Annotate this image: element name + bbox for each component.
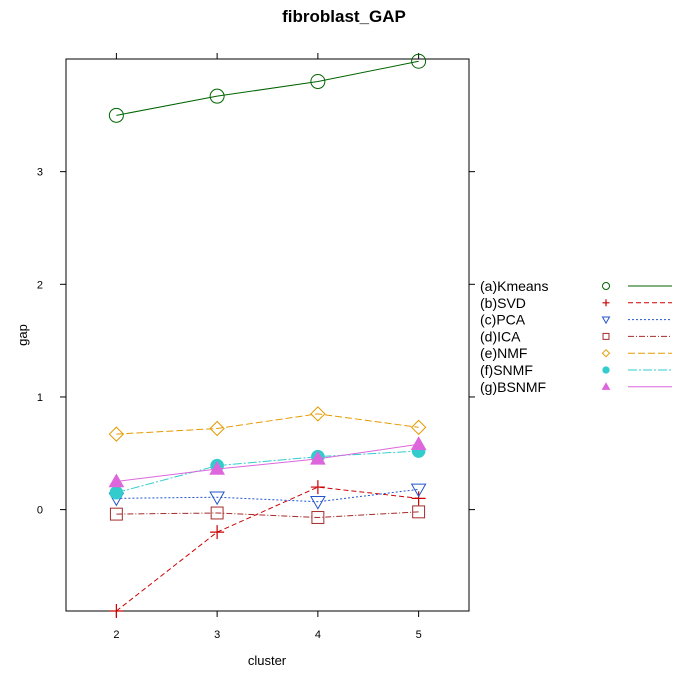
legend-label: (g)BSNMF bbox=[480, 379, 546, 395]
data-point bbox=[210, 506, 224, 520]
data-point bbox=[108, 473, 125, 488]
legend-marker bbox=[602, 299, 610, 307]
axes: 2 3 4 5 0 1 2 3 bbox=[37, 53, 475, 641]
data-point bbox=[310, 495, 326, 510]
y-tick-label: 2 bbox=[37, 279, 43, 291]
series-line bbox=[116, 488, 419, 503]
legend-label: (c)PCA bbox=[480, 312, 526, 328]
legend-marker bbox=[602, 366, 610, 374]
series-gbsnmf bbox=[108, 436, 427, 488]
series-line bbox=[116, 450, 419, 494]
data-point bbox=[209, 491, 225, 506]
data-point bbox=[412, 505, 426, 519]
data-point bbox=[410, 419, 427, 436]
legend-label: (e)NMF bbox=[480, 345, 527, 361]
legend-label: (b)SVD bbox=[480, 295, 526, 311]
legend-label: (f)SNMF bbox=[480, 362, 533, 378]
series-line bbox=[116, 486, 419, 612]
series-group bbox=[108, 53, 427, 618]
chart-title: fibroblast_GAP bbox=[282, 7, 406, 26]
series-line bbox=[116, 413, 419, 435]
data-point bbox=[411, 53, 427, 69]
data-point bbox=[108, 107, 124, 123]
plot-frame bbox=[65, 58, 470, 612]
data-point bbox=[310, 450, 326, 465]
y-tick-label: 1 bbox=[37, 392, 43, 404]
series-cpca bbox=[108, 483, 427, 510]
y-axis-label: gap bbox=[15, 324, 30, 346]
x-tick-label: 5 bbox=[416, 629, 422, 641]
series-enmf bbox=[108, 406, 427, 442]
x-tick-label: 2 bbox=[113, 629, 119, 641]
data-point bbox=[109, 507, 123, 521]
data-point bbox=[411, 491, 426, 506]
series-akmeans bbox=[108, 53, 427, 123]
legend-label: (a)Kmeans bbox=[480, 278, 548, 294]
series-dica bbox=[109, 505, 426, 524]
data-point bbox=[210, 525, 225, 540]
x-tick-label: 4 bbox=[315, 629, 321, 641]
x-axis-label: cluster bbox=[248, 653, 287, 668]
x-tick-label: 3 bbox=[214, 629, 220, 641]
data-point bbox=[209, 461, 225, 475]
data-point bbox=[410, 436, 427, 451]
legend-marker bbox=[602, 282, 610, 290]
y-tick-label: 3 bbox=[37, 167, 43, 179]
legend-marker bbox=[601, 316, 611, 325]
data-point bbox=[209, 88, 225, 104]
data-point bbox=[410, 483, 427, 498]
data-point bbox=[209, 420, 225, 437]
series-bsvd bbox=[109, 480, 426, 618]
y-tick-label: 0 bbox=[37, 505, 43, 517]
series-line bbox=[116, 60, 419, 116]
series-line bbox=[116, 511, 419, 518]
data-point bbox=[109, 604, 124, 618]
legend-marker bbox=[602, 332, 610, 340]
data-point bbox=[310, 406, 326, 422]
legend: (a)Kmeans(b)SVD(c)PCA(d)ICA(e)NMF(f)SNMF… bbox=[480, 278, 672, 395]
data-point bbox=[108, 426, 125, 442]
data-point bbox=[310, 480, 325, 495]
series-fsnmf bbox=[109, 444, 426, 500]
data-point bbox=[109, 485, 124, 500]
series-line bbox=[116, 443, 419, 482]
data-point bbox=[311, 511, 325, 524]
legend-label: (d)ICA bbox=[480, 328, 521, 344]
data-point bbox=[310, 74, 326, 90]
legend-marker bbox=[601, 382, 611, 390]
legend-marker bbox=[601, 348, 611, 358]
